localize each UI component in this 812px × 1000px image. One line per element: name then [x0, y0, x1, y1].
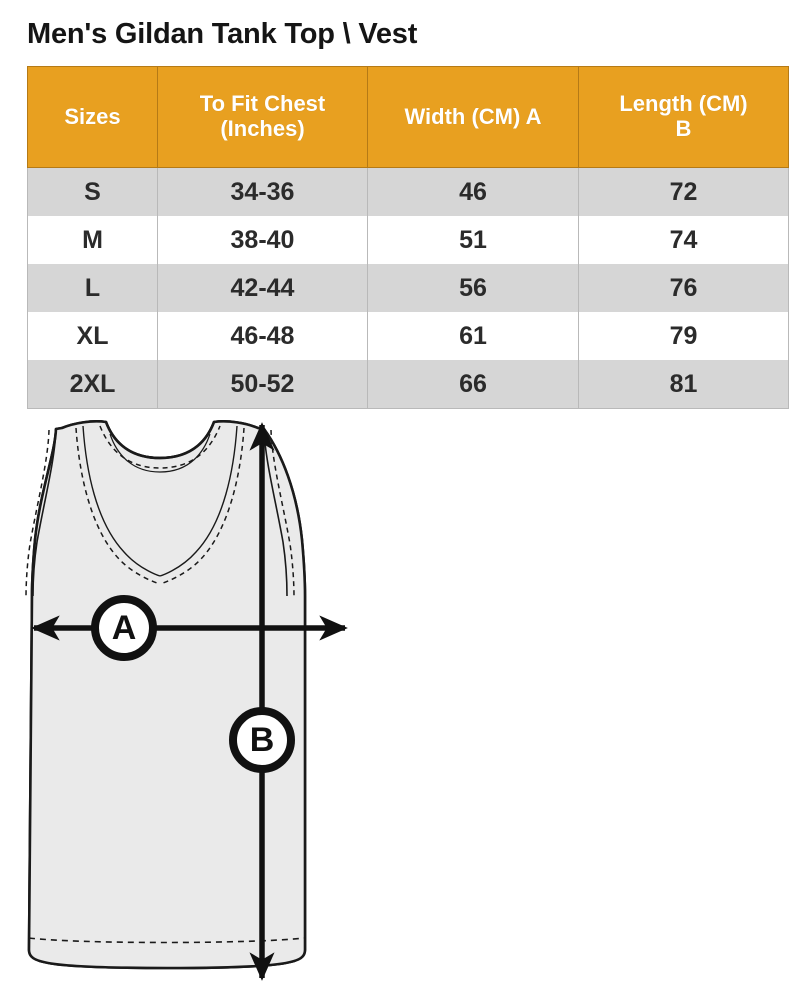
- cell-chest: 46-48: [157, 312, 368, 360]
- table-row: 2XL 50-52 66 81: [27, 360, 789, 409]
- column-header-length-line2: B: [675, 116, 692, 141]
- page-title: Men's Gildan Tank Top \ Vest: [27, 18, 418, 50]
- cell-length: 72: [578, 167, 789, 216]
- size-chart-container: Sizes To Fit Chest (Inches) Width (CM) A…: [27, 66, 789, 409]
- column-header-chest-line2: (Inches): [220, 116, 305, 141]
- column-header-chest-line1: To Fit Chest: [199, 91, 326, 117]
- garment-diagram: A B: [0, 410, 420, 1000]
- armhole-stitch-right: [270, 429, 295, 598]
- cell-size: L: [27, 264, 158, 312]
- marker-a: A: [91, 595, 157, 661]
- marker-b-label: B: [250, 721, 275, 759]
- cell-length: 76: [578, 264, 789, 312]
- column-header-width-line1: Width (CM) A: [404, 103, 542, 129]
- cell-size: M: [27, 216, 158, 264]
- cell-chest: 42-44: [157, 264, 368, 312]
- back-panel-stitch-right: [159, 427, 245, 585]
- armhole-seam-left: [32, 428, 57, 597]
- back-panel-curve-right: [159, 425, 238, 577]
- column-header-length-line1: Length (CM): [619, 91, 748, 117]
- cell-size: 2XL: [27, 360, 158, 409]
- marker-b: B: [229, 707, 295, 773]
- table-row: S 34-36 46 72: [27, 167, 789, 216]
- back-panel-curve-left: [82, 425, 161, 577]
- cell-length: 74: [578, 216, 789, 264]
- column-header-chest: To Fit Chest (Inches): [157, 66, 368, 168]
- table-header-row: Sizes To Fit Chest (Inches) Width (CM) A…: [27, 66, 789, 168]
- cell-length: 81: [578, 360, 789, 409]
- cell-width: 66: [367, 360, 579, 409]
- neckline-binding: [99, 425, 221, 469]
- column-header-length: Length (CM) B: [578, 66, 789, 168]
- marker-a-circle: [91, 595, 157, 661]
- cell-chest: 50-52: [157, 360, 368, 409]
- marker-a-label: A: [112, 609, 137, 647]
- marker-b-circle: [229, 707, 295, 773]
- armhole-stitch-left: [25, 429, 50, 598]
- cell-width: 56: [367, 264, 579, 312]
- column-header-width: Width (CM) A: [367, 66, 579, 168]
- cell-size: S: [27, 167, 158, 216]
- cell-width: 46: [367, 167, 579, 216]
- column-header-sizes: Sizes: [27, 66, 158, 168]
- cell-chest: 34-36: [157, 167, 368, 216]
- back-panel-stitch-left: [75, 427, 161, 585]
- cell-size: XL: [27, 312, 158, 360]
- neckline-inner-back: [109, 433, 211, 473]
- column-header-sizes-line1: Sizes: [64, 103, 121, 129]
- cell-chest: 38-40: [157, 216, 368, 264]
- size-chart-table: Sizes To Fit Chest (Inches) Width (CM) A…: [27, 66, 789, 409]
- cell-width: 61: [367, 312, 579, 360]
- table-row: M 38-40 51 74: [27, 216, 789, 264]
- cell-length: 79: [578, 312, 789, 360]
- measurement-arrows: [31, 422, 348, 981]
- table-row: L 42-44 56 76: [27, 264, 789, 312]
- cell-width: 51: [367, 216, 579, 264]
- hem-stitch-line: [28, 937, 306, 944]
- neckline-outer: [104, 421, 216, 460]
- tank-top-outline: [25, 420, 307, 970]
- table-row: XL 46-48 61 79: [27, 312, 789, 360]
